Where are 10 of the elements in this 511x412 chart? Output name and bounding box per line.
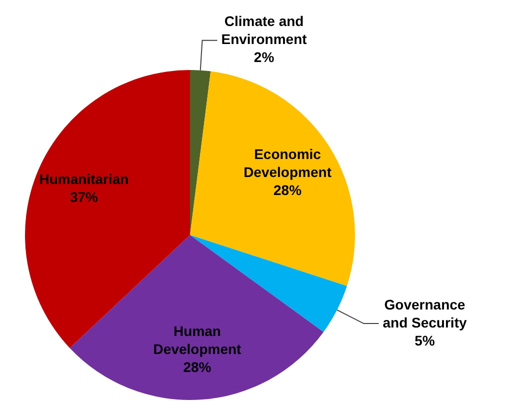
data-label: 2% [254,49,275,66]
data-label: 28% [274,182,302,198]
slice-label: Humanitarian [39,170,129,187]
slice-label: Human Development [153,323,242,358]
data-label: 28% [183,359,212,376]
slice-label: Climate and Environment [221,13,308,48]
slice-label: Governance and Security [382,296,467,330]
data-label: 5% [414,332,436,348]
data-label: 37% [70,188,99,205]
slice-label: Economic Development [244,146,332,180]
